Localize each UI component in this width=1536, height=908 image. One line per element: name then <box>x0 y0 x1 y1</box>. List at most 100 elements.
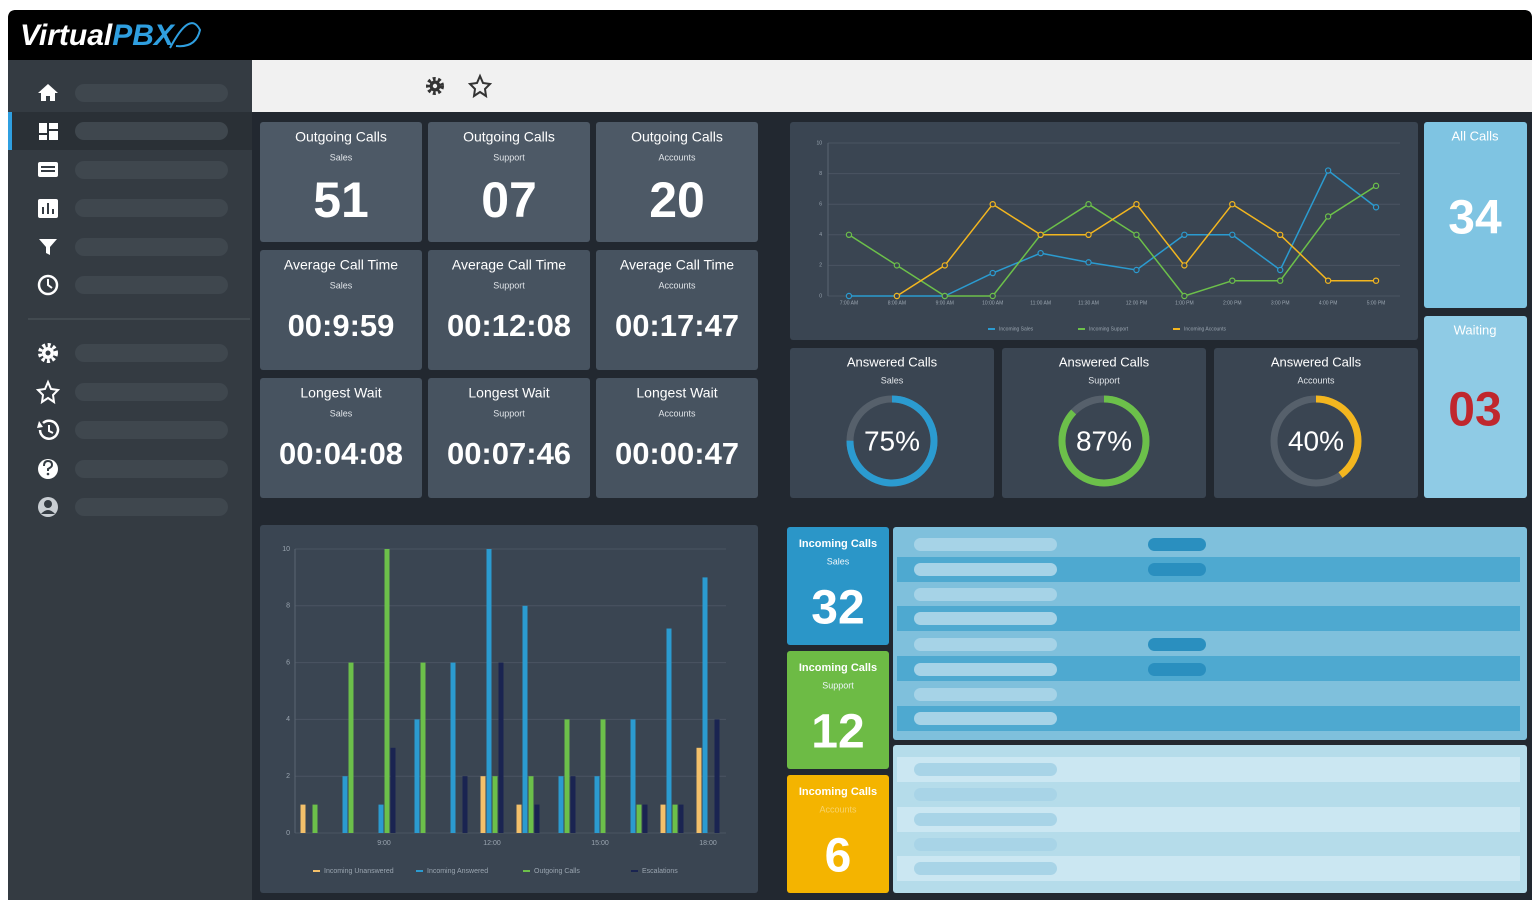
x-tick-label: 4:00 PM <box>1319 300 1338 306</box>
x-tick-label: 18:00 <box>699 840 717 847</box>
table-badges <box>1148 538 1206 676</box>
clock-icon[interactable] <box>37 274 59 296</box>
line-chart-panel <box>790 122 1418 340</box>
gauge-arc <box>1270 395 1362 487</box>
y-tick-label: 10 <box>816 140 822 146</box>
incoming-title: Incoming Calls <box>799 786 877 798</box>
history-icon[interactable] <box>37 419 60 440</box>
nav-item[interactable] <box>75 383 228 401</box>
bar <box>348 662 354 833</box>
bar <box>702 577 708 833</box>
dashboard-icon[interactable] <box>39 123 58 140</box>
gauge-title: Answered Calls <box>847 354 938 369</box>
line-point <box>1277 266 1284 274</box>
incoming-tile <box>787 527 889 645</box>
line-point <box>989 200 996 208</box>
incoming-value: 12 <box>811 706 864 759</box>
tile-subtitle: Accounts <box>658 280 696 290</box>
nav-item[interactable] <box>75 276 228 294</box>
bar <box>390 747 396 833</box>
bar <box>564 719 570 833</box>
logo-main: Virtual <box>20 19 113 52</box>
report-icon[interactable] <box>38 199 58 218</box>
user-icon[interactable] <box>38 497 58 517</box>
bar <box>312 804 318 833</box>
home-icon[interactable] <box>38 84 58 101</box>
sidebar-active-marker <box>8 112 12 150</box>
stat-tile <box>260 122 422 242</box>
stat-tile <box>260 250 422 370</box>
bar <box>642 804 648 833</box>
incoming-subtitle: Sales <box>827 556 850 566</box>
y-tick-label: 0 <box>819 293 822 299</box>
nav-item[interactable] <box>75 421 228 439</box>
tile-value: 00:04:08 <box>279 436 403 471</box>
bar <box>498 662 504 833</box>
tile-title: Average Call Time <box>620 257 734 273</box>
table-stripes <box>897 557 1520 731</box>
tile-subtitle: Sales <box>330 408 353 418</box>
line-series <box>848 169 1377 297</box>
bar <box>486 549 492 833</box>
incoming-title: Incoming Calls <box>799 662 877 674</box>
tile-title: Outgoing Calls <box>295 129 387 145</box>
table-placeholders <box>914 538 1057 725</box>
nav-item[interactable] <box>75 161 228 179</box>
total-value: 03 <box>1448 384 1501 437</box>
nav-item[interactable] <box>75 498 228 516</box>
legend-label: Incoming Support <box>1089 326 1129 332</box>
bar <box>462 776 468 833</box>
tile-title: Longest Wait <box>468 385 549 401</box>
bar <box>516 804 522 833</box>
stat-tile <box>428 378 590 498</box>
total-tile <box>1424 122 1527 308</box>
line-point <box>1037 249 1044 257</box>
queue-placeholders <box>914 763 1057 875</box>
tile-title: Longest Wait <box>636 385 717 401</box>
tile-subtitle: Sales <box>330 152 353 162</box>
y-tick-label: 2 <box>286 773 290 780</box>
gauge-panel <box>1214 348 1418 498</box>
bar <box>714 719 720 833</box>
filter-icon[interactable] <box>39 239 57 255</box>
incoming-subtitle: Support <box>822 680 854 690</box>
legend-label: Escalations <box>642 868 678 875</box>
tile-value: 00:12:08 <box>447 308 571 343</box>
tile-value: 07 <box>481 172 537 228</box>
line-point <box>893 262 901 269</box>
bar <box>672 804 678 833</box>
nav-item[interactable] <box>75 122 228 140</box>
toolbar-star[interactable] <box>467 73 493 99</box>
bar <box>414 719 420 833</box>
line-point <box>1229 200 1236 208</box>
nav-item[interactable] <box>75 199 228 217</box>
nav-item[interactable] <box>75 344 228 362</box>
logo: VirtualPBX <box>20 19 176 52</box>
stat-tile <box>260 378 422 498</box>
y-tick-label: 8 <box>819 171 822 177</box>
bar <box>528 776 534 833</box>
toolbar <box>252 60 1532 112</box>
y-tick-label: 0 <box>286 830 290 837</box>
gauge-subtitle: Support <box>1088 375 1120 385</box>
toolbar-settings[interactable] <box>426 77 444 95</box>
line-point <box>989 269 996 277</box>
settings-icon[interactable] <box>38 343 58 363</box>
help-icon[interactable] <box>38 459 58 479</box>
nav-item[interactable] <box>75 84 228 102</box>
line-point <box>941 292 948 300</box>
tile-value: 00:9:59 <box>288 308 395 343</box>
nav-item[interactable] <box>75 238 228 256</box>
bar <box>300 804 306 833</box>
line-point <box>1085 200 1092 208</box>
star-icon[interactable] <box>35 379 61 405</box>
nav-item[interactable] <box>75 460 228 478</box>
card-icon[interactable] <box>38 162 58 177</box>
y-tick-label: 4 <box>819 232 822 238</box>
bar <box>660 804 666 833</box>
line-point <box>1277 277 1284 284</box>
total-value: 34 <box>1448 192 1502 245</box>
total-title: All Calls <box>1452 128 1499 143</box>
bar <box>600 719 606 833</box>
